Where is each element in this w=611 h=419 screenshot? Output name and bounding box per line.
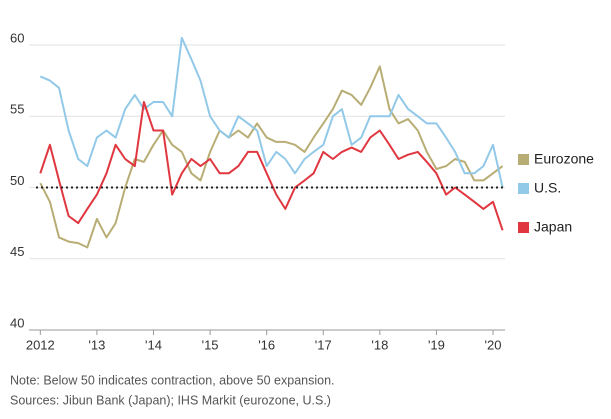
y-tick-label: 60 [10, 30, 24, 45]
x-tick-label: '13 [88, 337, 105, 352]
x-tick-label: '20 [485, 337, 502, 352]
x-tick-label: '15 [202, 337, 219, 352]
legend-swatch [518, 154, 529, 165]
series-line [39, 36, 504, 188]
x-tick-label: '16 [258, 337, 275, 352]
note: Note: Below 50 indicates contraction, ab… [10, 373, 335, 387]
source: Sources: Jibun Bank (Japan); IHS Markit … [10, 393, 331, 407]
legend-label: U.S. [534, 180, 561, 196]
legend-label: Eurozone [534, 151, 594, 167]
x-tick-label: '19 [428, 337, 445, 352]
x-tick-label: '18 [371, 337, 388, 352]
series-line [39, 65, 504, 249]
legend-swatch [518, 222, 529, 233]
x-tick-label: '17 [315, 337, 332, 352]
series-line [39, 101, 504, 231]
y-tick-label: 40 [10, 315, 24, 330]
legend-label: Japan [534, 219, 572, 235]
y-tick-label: 50 [10, 173, 24, 188]
y-tick-label: 55 [10, 102, 24, 117]
x-tick-label: '14 [145, 337, 162, 352]
legend-swatch [518, 183, 529, 194]
x-tick-label: 2012 [26, 337, 55, 352]
y-tick-label: 45 [10, 244, 24, 259]
